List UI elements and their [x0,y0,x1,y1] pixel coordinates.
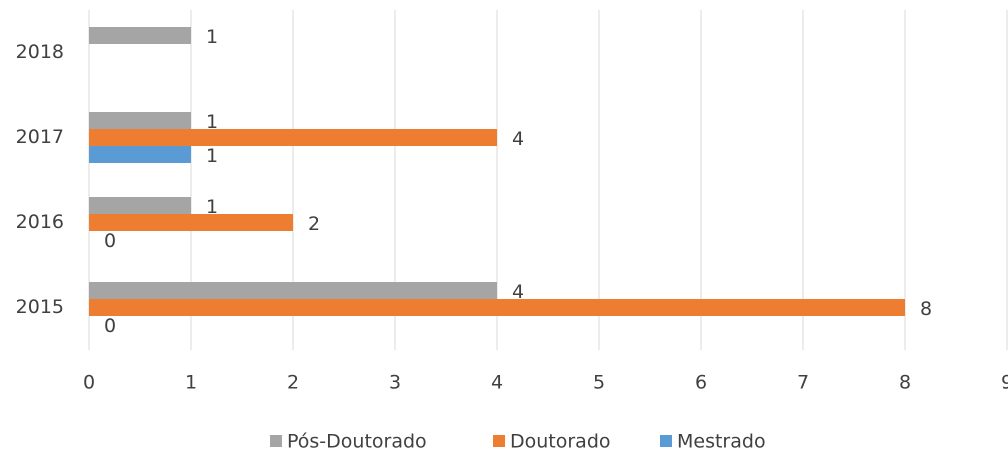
bar [89,299,905,316]
x-tick-label: 1 [185,372,197,394]
data-label: 2 [308,213,320,235]
y-tick-label: 2018 [16,41,64,63]
bar [89,197,191,214]
bar [89,129,497,146]
legend-label: Mestrado [677,431,766,453]
bar [89,146,191,163]
x-tick-label: 0 [83,372,95,394]
data-label: 1 [206,196,218,218]
bar [89,27,191,44]
x-tick-label: 4 [491,372,503,394]
x-tick-label: 5 [593,372,605,394]
y-tick-label: 2015 [16,296,64,318]
data-label: 0 [104,230,116,252]
bar [89,214,293,231]
data-label: 8 [920,298,932,320]
bar [89,282,497,299]
legend-swatch [270,435,282,447]
legend-label: Doutorado [510,431,611,453]
x-tick-label: 8 [899,372,911,394]
x-tick-label: 6 [695,372,707,394]
x-tick-label: 2 [287,372,299,394]
data-label: 1 [206,26,218,48]
bar [89,112,191,129]
legend-label: Pós-Doutorado [287,431,427,453]
data-label: 1 [206,145,218,167]
y-tick-label: 2017 [16,126,64,148]
y-tick-label: 2016 [16,211,64,233]
x-tick-label: 3 [389,372,401,394]
legend-swatch [660,435,672,447]
data-label: 1 [206,111,218,133]
x-tick-label: 7 [797,372,809,394]
data-label: 4 [512,281,524,303]
data-label: 4 [512,128,524,150]
data-label: 0 [104,315,116,337]
x-tick-label: 9 [1001,372,1008,394]
legend-swatch [493,435,505,447]
